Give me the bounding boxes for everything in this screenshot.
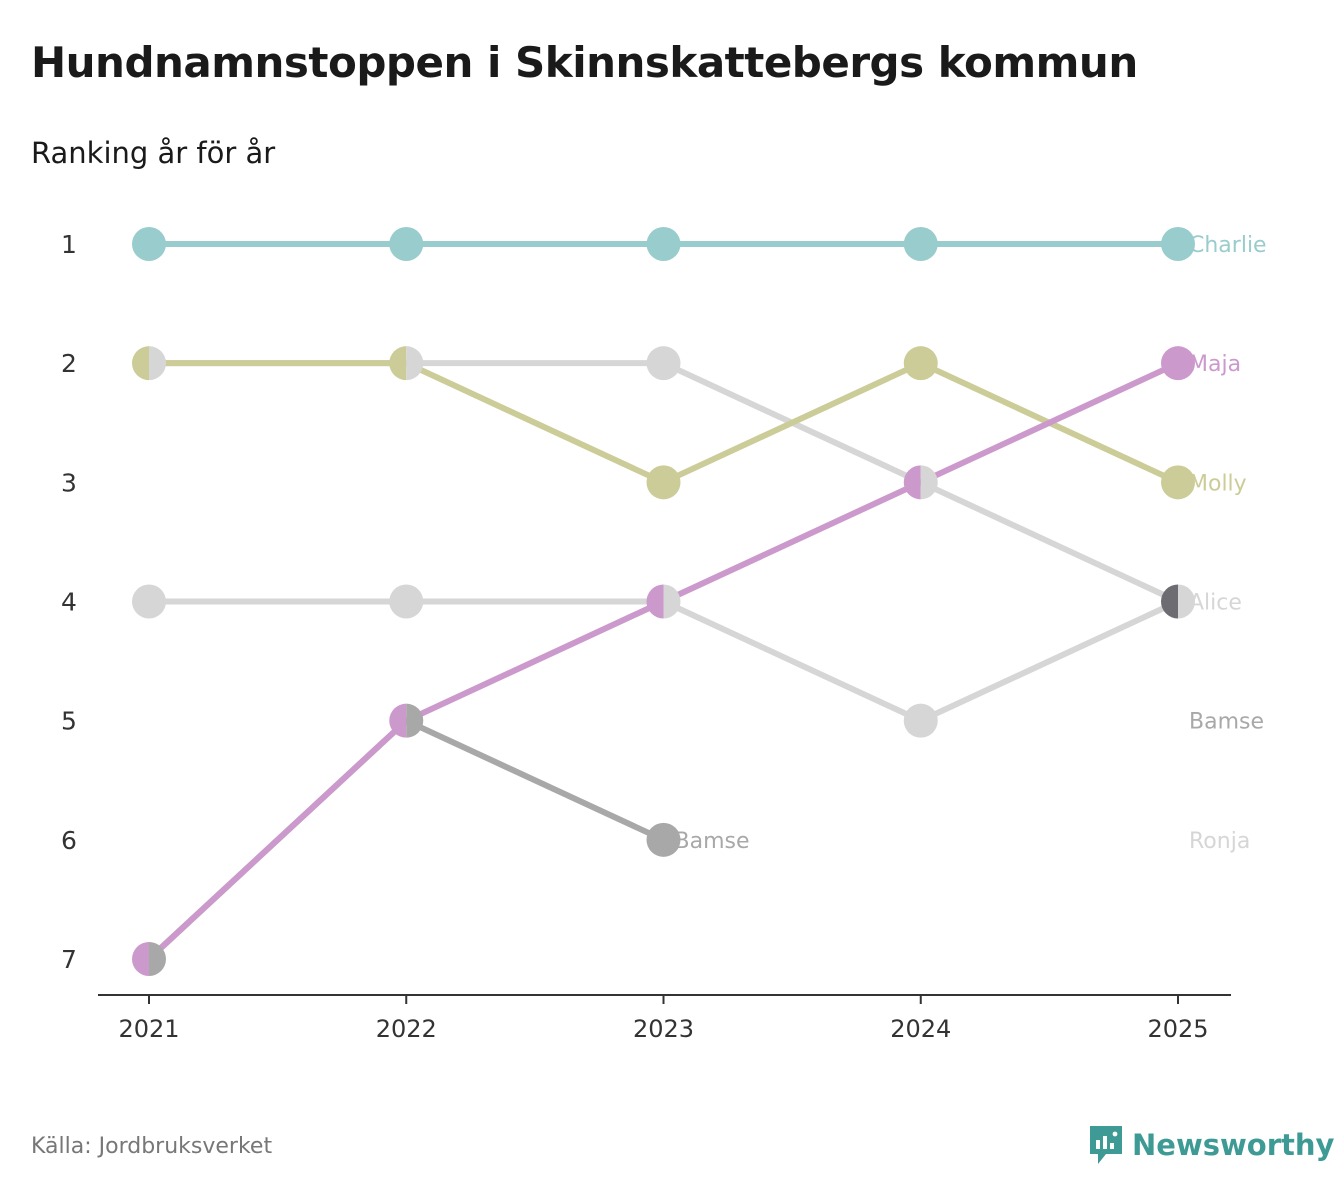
y-tick-label: 4 — [61, 588, 77, 617]
x-tick-label: 2022 — [376, 1015, 437, 1043]
x-tick-label: 2021 — [118, 1015, 179, 1043]
data-point — [389, 227, 424, 261]
data-point — [646, 822, 681, 857]
brand-name: Newsworthy — [1132, 1128, 1335, 1162]
newsworthy-logo-icon — [1090, 1126, 1122, 1164]
source-note: Källa: Jordbruksverket — [31, 1134, 273, 1159]
data-point — [1161, 346, 1195, 381]
data-point — [132, 584, 166, 619]
data-point — [646, 346, 681, 381]
chart-subtitle: Ranking år för år — [31, 136, 276, 170]
data-point-right-half — [920, 465, 938, 500]
chart-title: Hundnamnstoppen i Skinnskattebergs kommu… — [31, 38, 1138, 87]
y-tick-label: 5 — [61, 707, 77, 736]
data-point — [389, 584, 424, 619]
y-tick-label: 3 — [61, 468, 77, 497]
data-point-left-half — [646, 584, 664, 619]
brand[interactable]: Newsworthy — [1088, 1124, 1334, 1166]
series-end-label: Bamse — [675, 829, 750, 854]
data-point-left-half — [132, 346, 149, 381]
x-tick-label: 2024 — [890, 1015, 951, 1043]
x-tick-label: 2025 — [1147, 1015, 1208, 1043]
data-point-left-half — [903, 465, 921, 500]
data-point-left-half — [389, 346, 407, 381]
data-point — [646, 227, 681, 261]
series-end-label: Charlie — [1189, 233, 1267, 258]
data-point-left-half — [1161, 584, 1178, 619]
data-point — [1161, 465, 1195, 500]
y-tick-label: 2 — [61, 349, 77, 378]
data-point-right-half — [149, 346, 166, 381]
series-end-label: Ronja — [1189, 829, 1250, 854]
data-point-left-half — [132, 942, 149, 976]
data-point-right-half — [406, 346, 424, 381]
series-end-label: Bamse — [1189, 710, 1264, 735]
data-point-right-half — [406, 703, 424, 738]
y-tick-label: 7 — [61, 945, 77, 974]
data-point — [903, 227, 938, 261]
series-line-molly — [146, 360, 1181, 486]
series-end-label: Alice — [1189, 591, 1242, 616]
y-tick-label: 6 — [61, 826, 77, 855]
data-point-right-half — [1178, 584, 1195, 619]
series-line-maja — [146, 360, 1181, 962]
series-end-label: Maja — [1189, 352, 1241, 377]
series-line-bamse — [146, 598, 1181, 724]
series-end-label: Molly — [1189, 471, 1247, 496]
data-point — [646, 465, 681, 500]
data-point — [1161, 227, 1195, 261]
series-line-bamse-2021-2023 — [146, 717, 667, 962]
data-point-right-half — [663, 584, 681, 619]
data-point-right-half — [149, 942, 166, 976]
data-point — [903, 346, 938, 381]
y-tick-label: 1 — [61, 230, 77, 259]
data-point — [132, 227, 166, 261]
data-point — [903, 703, 938, 738]
x-tick-label: 2023 — [633, 1015, 694, 1043]
data-point-left-half — [389, 703, 407, 738]
